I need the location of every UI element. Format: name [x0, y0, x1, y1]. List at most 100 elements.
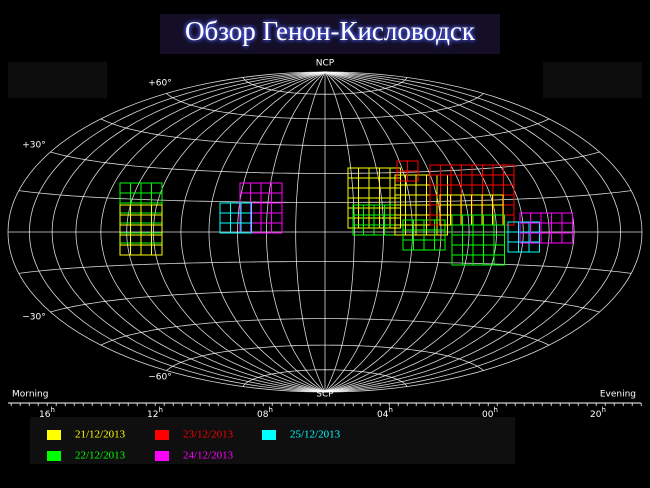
- parallel: [166, 93, 484, 120]
- field: [423, 239, 435, 251]
- field: [429, 194, 441, 206]
- field: [450, 194, 462, 206]
- field: [140, 244, 152, 256]
- field: [482, 164, 494, 176]
- field: [483, 224, 495, 236]
- field: [130, 182, 142, 194]
- field: [462, 234, 474, 246]
- sky-outline: [7, 71, 643, 393]
- field: [492, 174, 504, 186]
- legend-box: [30, 417, 515, 464]
- legend-swatch: [155, 430, 169, 440]
- field: [240, 212, 252, 224]
- field: [493, 254, 505, 266]
- field: [472, 234, 484, 246]
- field: [260, 202, 272, 214]
- field: [151, 182, 163, 194]
- field: [471, 194, 483, 206]
- field: [439, 204, 451, 216]
- parallel: [50, 151, 600, 174]
- field: [358, 187, 370, 199]
- field: [451, 244, 463, 256]
- side-label: Evening: [600, 390, 636, 400]
- field: [260, 192, 272, 204]
- field: [551, 222, 563, 234]
- legend-label: 23/12/2013: [183, 429, 234, 441]
- field: [482, 204, 494, 216]
- field: [271, 182, 283, 194]
- field: [450, 204, 462, 216]
- field: [271, 222, 283, 234]
- field: [436, 174, 448, 186]
- field: [503, 174, 515, 186]
- legend-swatch: [262, 430, 276, 440]
- hour-unit: h: [159, 406, 163, 414]
- hour-value: 04: [377, 410, 389, 420]
- legend-swatch: [47, 451, 61, 461]
- field: [271, 202, 283, 214]
- field: [271, 192, 283, 204]
- field: [492, 164, 504, 176]
- parallel: [166, 344, 484, 371]
- field: [540, 222, 552, 234]
- field: [219, 212, 231, 224]
- field: [239, 202, 251, 214]
- field: [130, 192, 142, 204]
- hour-label: 04h: [377, 406, 393, 420]
- legend-label: 22/12/2013: [75, 450, 126, 462]
- field: [507, 231, 519, 243]
- field: [483, 244, 495, 256]
- field: [119, 192, 131, 204]
- legend-label: 24/12/2013: [183, 450, 234, 462]
- field: [472, 244, 484, 256]
- field: [471, 184, 483, 196]
- field: [450, 214, 462, 226]
- field: [451, 254, 463, 266]
- hour-value: 08: [257, 410, 269, 420]
- field: [440, 194, 452, 206]
- dec-label: +60°: [148, 79, 172, 89]
- field: [451, 234, 463, 246]
- hour-label: 12h: [147, 406, 163, 420]
- field: [140, 182, 152, 194]
- field: [471, 214, 483, 226]
- side-label: Morning: [12, 390, 48, 400]
- hour-unit: h: [602, 406, 606, 414]
- field: [358, 177, 370, 189]
- legend-label: 21/12/2013: [75, 429, 126, 441]
- field: [461, 194, 473, 206]
- field: [219, 202, 231, 214]
- hour-value: 00: [482, 410, 494, 420]
- legend-label: 25/12/2013: [290, 429, 341, 441]
- field: [440, 164, 452, 176]
- field: [379, 177, 391, 189]
- field: [415, 184, 427, 196]
- field: [151, 192, 163, 204]
- hour-unit: h: [51, 406, 55, 414]
- field: [461, 174, 473, 186]
- field: [250, 202, 262, 214]
- field: [462, 224, 474, 236]
- field: [368, 177, 380, 189]
- field: [240, 222, 252, 234]
- field: [250, 182, 262, 194]
- parallel: [100, 318, 550, 346]
- field: [492, 184, 504, 196]
- field: [472, 224, 484, 236]
- field: [347, 177, 359, 189]
- pole-label: NCP: [316, 59, 335, 69]
- field: [561, 222, 573, 234]
- field: [440, 204, 452, 216]
- hour-label: 08h: [257, 406, 273, 420]
- field: [250, 192, 262, 204]
- dec-label: +30°: [22, 141, 46, 151]
- field: [415, 204, 427, 216]
- field: [461, 214, 473, 226]
- field: [450, 184, 462, 196]
- parallel: [100, 118, 550, 146]
- field: [450, 194, 462, 206]
- field: [151, 244, 163, 256]
- field: [540, 212, 552, 224]
